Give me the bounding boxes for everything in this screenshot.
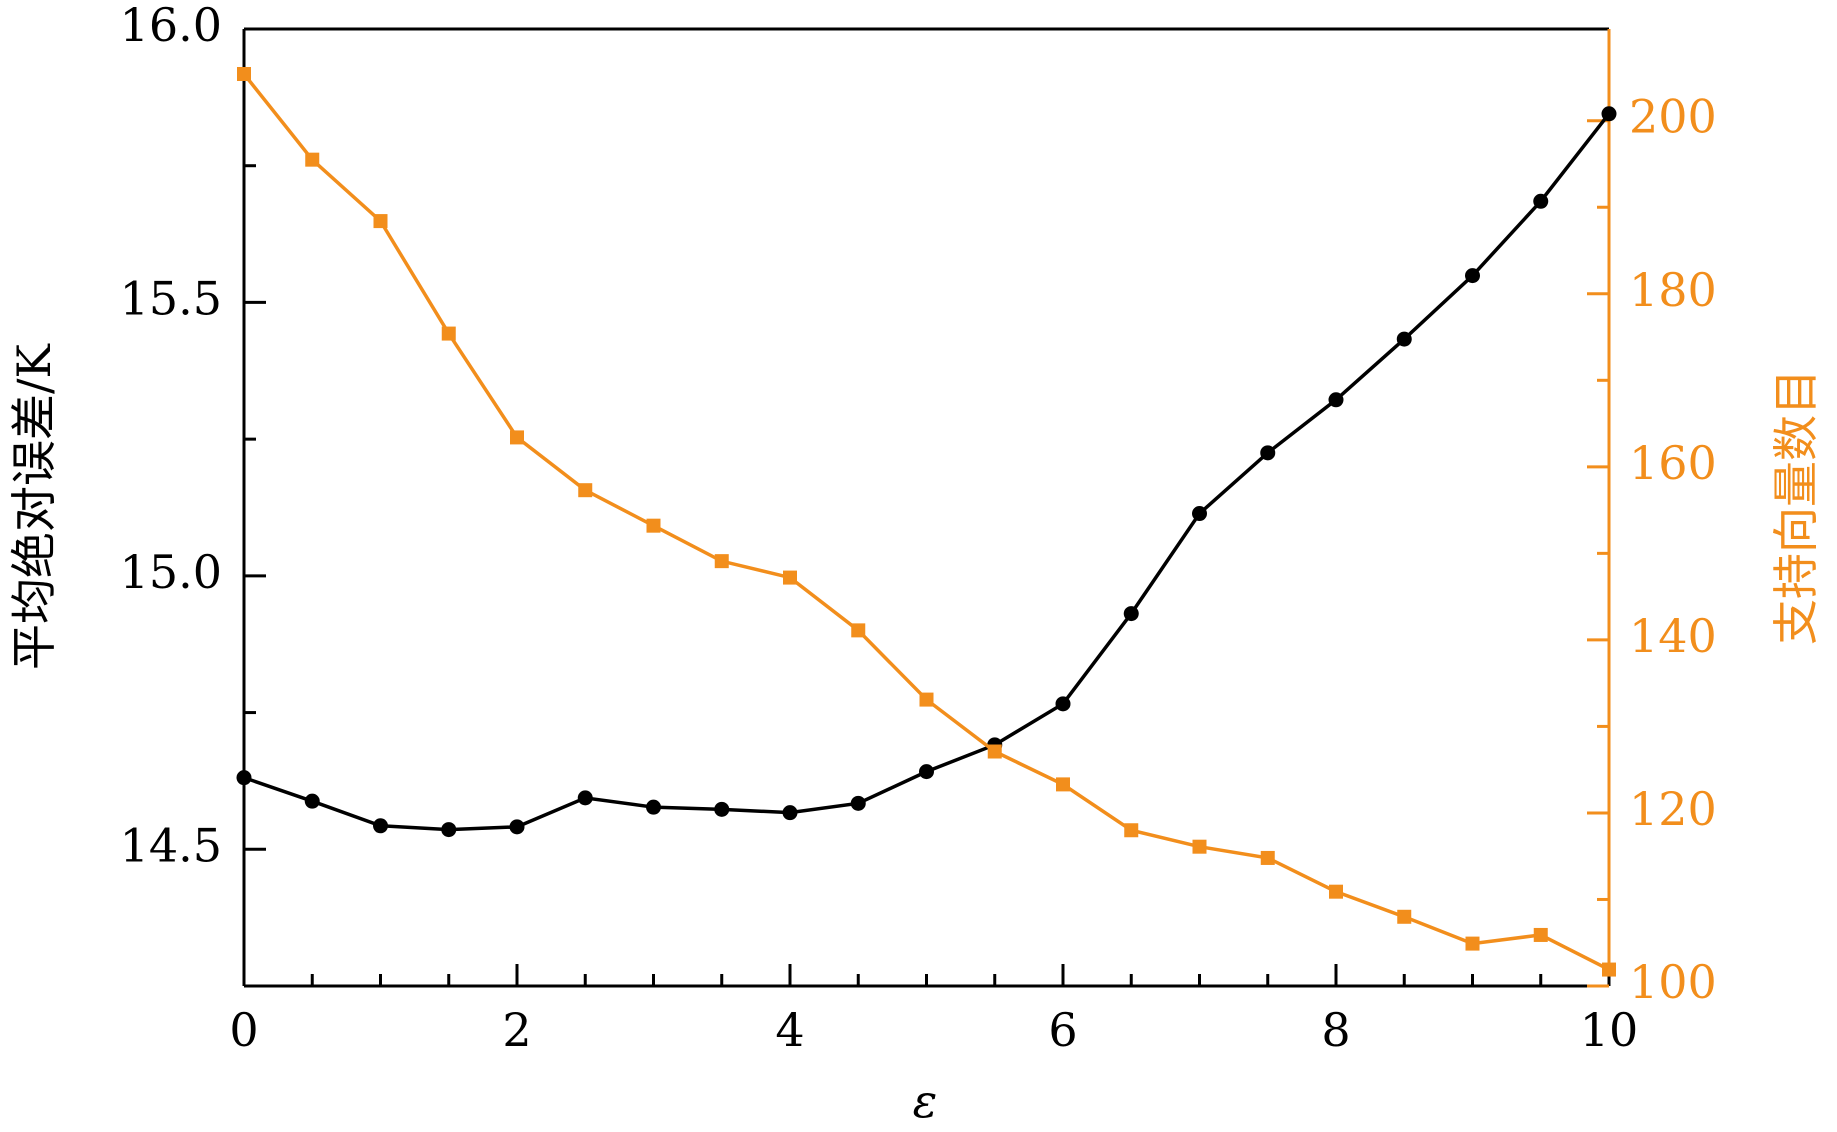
point (1465, 936, 1480, 951)
point (1329, 884, 1343, 899)
x-axis-label: ε (913, 1074, 938, 1128)
point (646, 518, 661, 533)
x-tick-label: 8 (1321, 1003, 1350, 1057)
y2-tick-label: 140 (1629, 609, 1717, 663)
y2-axis-label: 支持向量数目 (1769, 369, 1823, 645)
point (1328, 392, 1344, 408)
point (987, 744, 1002, 759)
point (1465, 268, 1480, 284)
point (373, 214, 388, 229)
point (1056, 777, 1070, 792)
point (1602, 962, 1616, 977)
point (646, 799, 661, 815)
point (714, 554, 729, 569)
point (1260, 850, 1275, 865)
y-tick-label: 14.5 (120, 818, 222, 872)
point (305, 152, 320, 167)
y2-tick-label: 200 (1629, 90, 1717, 144)
x-tick-label: 6 (1048, 1003, 1077, 1057)
point (236, 770, 252, 786)
y-axis-label: 平均绝对误差/K (7, 342, 61, 669)
x-tick-label: 10 (1580, 1003, 1639, 1057)
point (373, 818, 388, 834)
point (578, 483, 593, 498)
point (1396, 331, 1412, 347)
y-tick-label: 15.0 (120, 545, 222, 599)
point (304, 793, 320, 809)
y-tick-label: 15.5 (120, 271, 222, 325)
point (1192, 839, 1207, 854)
point (1533, 193, 1549, 209)
y2-tick-label: 100 (1629, 955, 1717, 1009)
point (1055, 696, 1071, 712)
point (509, 819, 525, 835)
x-tick-label: 0 (229, 1003, 258, 1057)
point (510, 430, 524, 445)
point (783, 570, 797, 585)
point (1260, 445, 1276, 461)
y-tick-label: 16.0 (120, 0, 222, 52)
point (441, 326, 456, 341)
y2-tick-label: 180 (1629, 263, 1717, 317)
y2-tick-label: 160 (1629, 436, 1717, 490)
point (1397, 909, 1412, 924)
point (1601, 106, 1617, 122)
point (714, 801, 730, 817)
series-line (243, 112, 1611, 832)
x-tick-label: 4 (775, 1003, 804, 1057)
point (850, 795, 866, 811)
point (237, 66, 251, 81)
point (441, 822, 457, 838)
point (577, 790, 593, 806)
point (1533, 927, 1548, 942)
point (919, 692, 934, 707)
point (1124, 823, 1139, 838)
point (782, 805, 798, 821)
point (851, 623, 866, 638)
point (1123, 606, 1139, 622)
point (1192, 506, 1207, 522)
y2-tick-label: 120 (1629, 782, 1717, 836)
point (919, 764, 934, 780)
x-tick-label: 2 (502, 1003, 531, 1057)
